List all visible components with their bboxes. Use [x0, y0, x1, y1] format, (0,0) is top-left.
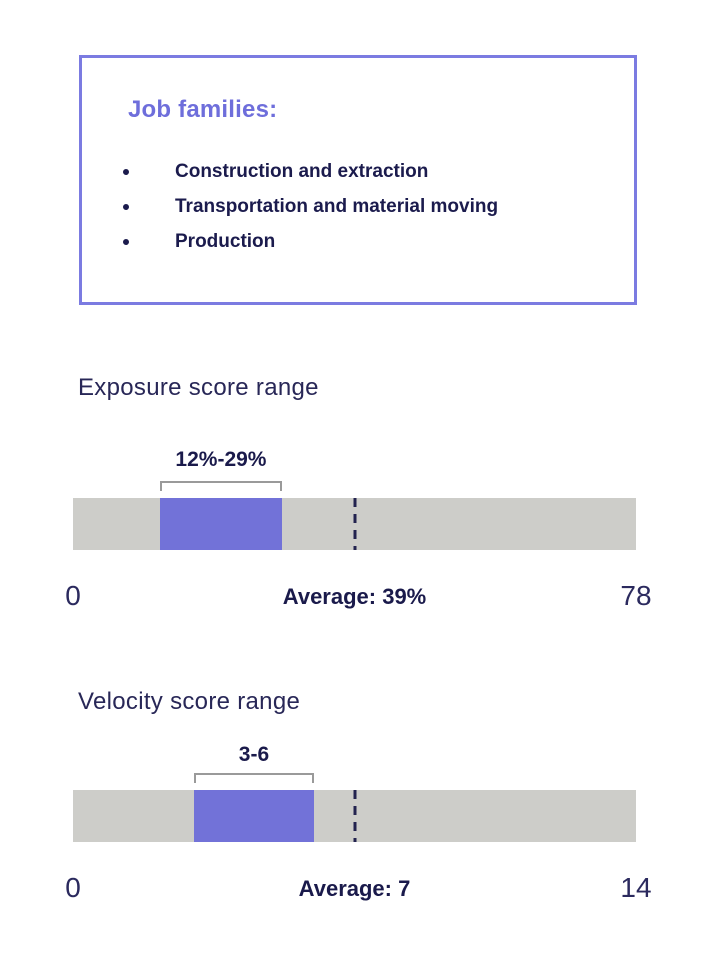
range-bracket: [193, 773, 315, 783]
axis-min-label: 0: [65, 872, 81, 903]
bar-track: [73, 790, 636, 842]
bullet-icon: [123, 239, 129, 245]
range-bracket: [159, 481, 283, 491]
job-families-list: Construction and extraction Transportati…: [121, 154, 498, 259]
bar-track: [73, 498, 636, 550]
average-marker: [353, 498, 356, 550]
range-label-wrap: 3-6: [239, 743, 269, 767]
axis-scale: 0 Average: 7 14: [65, 872, 651, 906]
range-segment: [159, 498, 283, 550]
average-label: Average: 7: [298, 876, 411, 901]
range-label: 12%-29%: [175, 448, 267, 471]
plot-area: 3-6 0 Average: 7 14: [65, 688, 651, 928]
list-item: Transportation and material moving: [121, 189, 498, 224]
list-item: Construction and extraction: [121, 154, 498, 189]
velocity-score-chart: Velocity score range 3-6 0 Average: 7 14: [0, 688, 726, 928]
job-families-panel: Job families: Construction and extractio…: [79, 55, 637, 305]
exposure-score-chart: Exposure score range 12%-29% 0 Average: …: [0, 374, 726, 644]
axis-min-label: 0: [65, 580, 81, 611]
list-item-label: Transportation and material moving: [175, 196, 499, 217]
bullet-icon: [123, 169, 129, 175]
bullet-icon: [123, 204, 129, 210]
range-segment: [193, 790, 315, 842]
chart-title: Velocity score range: [78, 688, 301, 715]
list-item-label: Construction and extraction: [175, 161, 429, 182]
list-item: Production: [121, 224, 498, 259]
axis-scale: 0 Average: 39% 78: [65, 580, 651, 614]
axis-max-label: 78: [620, 580, 652, 611]
range-label-wrap: 12%-29%: [175, 448, 266, 472]
range-label: 3-6: [238, 743, 270, 766]
job-families-title: Job families:: [128, 96, 278, 123]
average-marker: [353, 790, 356, 842]
axis-max-label: 14: [620, 872, 652, 903]
list-item-label: Production: [175, 231, 276, 252]
average-label: Average: 39%: [282, 584, 427, 609]
plot-area: 12%-29% 0 Average: 39% 78: [65, 374, 651, 644]
chart-title: Exposure score range: [78, 374, 319, 401]
